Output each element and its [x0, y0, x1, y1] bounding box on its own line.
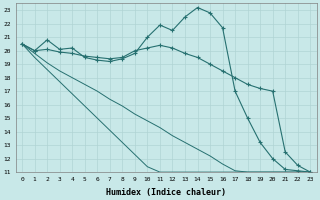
X-axis label: Humidex (Indice chaleur): Humidex (Indice chaleur): [106, 188, 226, 197]
